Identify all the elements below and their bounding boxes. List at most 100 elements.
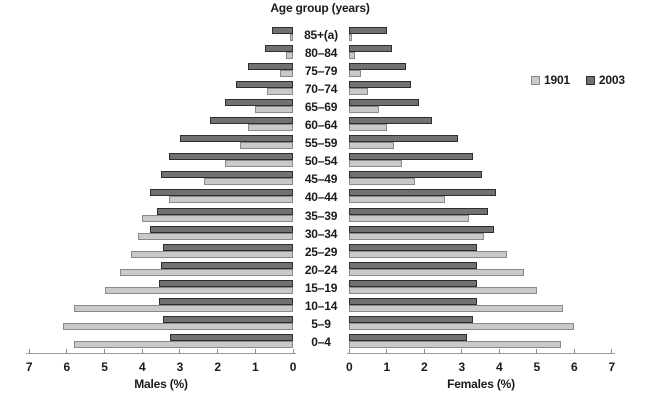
bar-males-2003: [170, 333, 293, 341]
bar-females-1901: [349, 214, 470, 222]
age-group-label: 25–29: [304, 244, 338, 259]
bar-females-2003: [349, 333, 468, 341]
bar-females-1901: [349, 286, 537, 294]
female-tick-label: 2: [421, 360, 428, 374]
age-group-label: 15–19: [304, 280, 338, 295]
male-axis-tick: [179, 349, 181, 353]
bar-females-2003: [349, 171, 483, 179]
female-axis-tick: [348, 349, 350, 353]
bar-males-1901: [63, 322, 293, 330]
bar-females-1901: [349, 160, 402, 168]
age-group-label: 65–69: [304, 100, 338, 115]
age-group-label: 50–54: [304, 154, 338, 169]
bar-females-1901: [349, 268, 524, 276]
bar-females-2003: [349, 315, 474, 323]
female-tick-label: 4: [496, 360, 503, 374]
legend-item-1901: 1901: [531, 73, 570, 87]
bar-males-1901: [204, 178, 293, 186]
male-tick-label: 6: [63, 360, 71, 374]
bar-males-2003: [168, 153, 293, 161]
age-group-label: 45–49: [304, 172, 338, 187]
bar-females-1901: [349, 196, 445, 204]
female-axis-tick: [498, 349, 500, 353]
bar-females-2003: [349, 135, 459, 143]
bar-males-1901: [286, 52, 293, 60]
bar-males-1901: [130, 250, 293, 258]
legend: 1901 2003: [531, 73, 625, 87]
male-axis-tick: [292, 349, 294, 353]
bar-females-2003: [349, 279, 477, 287]
bar-males-1901: [255, 106, 293, 114]
bar-females-2003: [349, 27, 387, 34]
bar-females-1901: [349, 142, 395, 150]
bar-females-2003: [349, 81, 412, 89]
bar-males-1901: [240, 142, 293, 150]
male-tick-label: 4: [138, 360, 146, 374]
legend-label-2003: 2003: [598, 73, 625, 87]
female-tick-label: 0: [346, 360, 353, 374]
bar-females-2003: [349, 261, 477, 269]
bar-females-1901: [349, 34, 353, 41]
legend-label-1901: 1901: [544, 73, 570, 87]
bar-females-2003: [349, 207, 489, 215]
bar-females-1901: [349, 304, 564, 312]
female-axis-tick: [611, 349, 613, 353]
male-axis-tick: [141, 349, 143, 353]
bar-males-2003: [159, 279, 293, 287]
age-group-label: 80–84: [304, 46, 338, 61]
bar-females-1901: [349, 70, 361, 78]
bar-females-2003: [349, 63, 406, 71]
bar-females-1901: [349, 178, 415, 186]
bar-males-1901: [74, 304, 293, 312]
female-axis-line: [347, 353, 615, 354]
bar-males-1901: [266, 88, 293, 96]
bar-males-2003: [162, 243, 293, 251]
bar-males-2003: [149, 189, 293, 197]
bar-males-2003: [149, 225, 293, 233]
male-tick-label: 2: [214, 360, 221, 374]
male-axis-tick: [254, 349, 256, 353]
male-axis-tick: [28, 349, 30, 353]
bar-males-1901: [247, 124, 293, 132]
bar-males-2003: [264, 45, 293, 53]
male-tick-label: 0: [289, 360, 297, 374]
legend-swatch-2003: [585, 75, 595, 85]
age-group-label: 5–9: [311, 316, 331, 331]
male-tick-label: 5: [101, 360, 108, 374]
bar-females-2003: [349, 117, 432, 125]
female-axis-tick: [573, 349, 575, 353]
legend-swatch-1901: [531, 75, 540, 85]
male-tick-label: 3: [176, 360, 184, 374]
bar-males-1901: [119, 268, 293, 276]
bar-males-2003: [162, 315, 293, 323]
age-group-label: 10–14: [304, 298, 338, 313]
bar-males-2003: [161, 171, 293, 179]
male-axis-title: Males (%): [134, 377, 188, 391]
bar-males-1901: [142, 214, 293, 222]
male-axis-tick: [217, 349, 219, 353]
bar-males-1901: [289, 34, 293, 41]
bar-females-1901: [349, 124, 387, 132]
bar-males-1901: [104, 286, 293, 294]
male-tick-label: 7: [25, 360, 33, 374]
age-group-label: 55–59: [304, 136, 338, 151]
male-axis-tick: [66, 349, 68, 353]
age-group-label: 60–64: [304, 118, 338, 133]
male-axis-line: [26, 353, 296, 354]
bar-females-1901: [349, 250, 507, 258]
bar-females-1901: [349, 340, 562, 348]
bar-females-1901: [349, 52, 355, 60]
age-group-label: 0–4: [311, 334, 331, 349]
female-axis-tick: [423, 349, 425, 353]
female-axis-tick: [536, 349, 538, 353]
age-group-label: 35–39: [304, 208, 338, 223]
bar-males-2003: [210, 117, 293, 125]
female-axis-tick: [461, 349, 463, 353]
age-group-label: 30–34: [304, 226, 338, 241]
bar-males-2003: [161, 261, 293, 269]
female-tick-label: 5: [533, 360, 541, 374]
bar-females-1901: [349, 88, 369, 96]
bar-males-2003: [159, 297, 293, 305]
female-tick-label: 1: [383, 360, 391, 374]
